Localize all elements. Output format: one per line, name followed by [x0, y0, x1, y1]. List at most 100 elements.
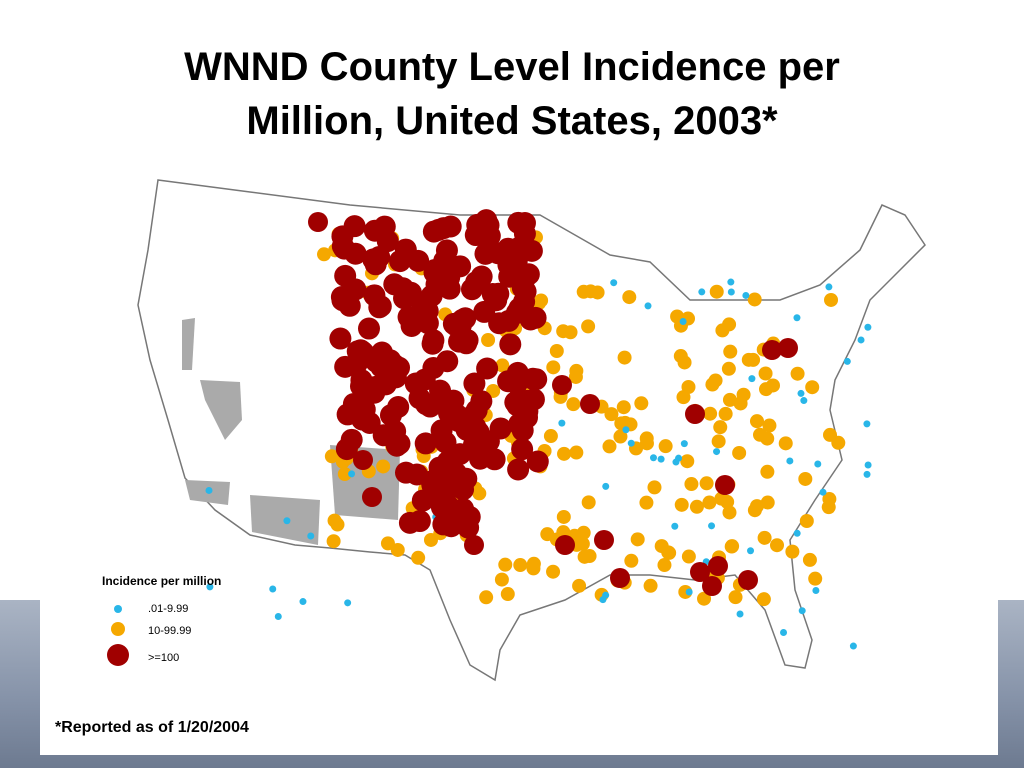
county-dot — [736, 610, 744, 618]
county-dot — [534, 293, 549, 308]
county-dot — [514, 280, 537, 303]
county-dot — [499, 333, 522, 356]
county-dot — [604, 407, 619, 422]
county-dot — [329, 327, 352, 350]
county-dot — [647, 480, 662, 495]
county-dot — [720, 494, 735, 509]
county-dot — [793, 529, 801, 537]
county-dot — [447, 410, 470, 433]
county-dot — [680, 440, 688, 448]
legend-label: >=100 — [148, 652, 179, 664]
county-dot — [430, 419, 453, 442]
county-dot — [715, 475, 735, 495]
county-dot — [728, 590, 743, 605]
county-dot — [389, 250, 412, 273]
county-dot — [348, 470, 356, 478]
county-dot — [464, 535, 484, 555]
county-dot — [390, 542, 405, 557]
county-dot — [569, 445, 584, 460]
county-dot — [481, 333, 496, 348]
county-dot — [657, 558, 672, 573]
county-dot — [400, 314, 423, 337]
county-dot — [407, 249, 430, 272]
county-dot — [336, 403, 359, 426]
county-dot — [727, 278, 735, 286]
county-dot — [363, 219, 386, 242]
county-dot — [756, 592, 771, 607]
county-dot — [685, 588, 693, 596]
gray-area — [182, 318, 195, 370]
county-dot — [681, 549, 696, 564]
county-dot — [326, 534, 341, 549]
county-dot — [657, 455, 665, 463]
county-dot — [738, 570, 758, 590]
county-dot — [558, 419, 566, 427]
county-dot — [644, 302, 652, 310]
county-dot — [812, 587, 820, 595]
county-dot — [395, 461, 418, 484]
county-dot — [388, 432, 411, 455]
county-dot — [602, 482, 610, 490]
county-dot — [721, 361, 736, 376]
county-dot — [411, 550, 426, 565]
county-dot — [513, 558, 528, 573]
county-dot — [759, 382, 774, 397]
county-dot — [420, 470, 443, 493]
county-dot — [727, 288, 735, 296]
county-dot — [206, 583, 214, 591]
gray-area — [200, 380, 242, 440]
county-dot — [602, 439, 617, 454]
county-dot — [708, 556, 728, 576]
county-dot — [466, 213, 489, 236]
county-dot — [757, 530, 772, 545]
county-dot — [649, 454, 657, 462]
county-dot — [344, 599, 352, 607]
county-dot — [718, 406, 733, 421]
county-dot — [680, 454, 695, 469]
county-dot — [749, 414, 764, 429]
county-dot — [422, 220, 445, 243]
county-dot — [685, 404, 705, 424]
county-dot — [549, 344, 564, 359]
county-dot — [857, 336, 865, 344]
county-dot — [780, 628, 788, 636]
county-dot — [746, 352, 761, 367]
county-dot — [583, 284, 598, 299]
county-dot — [697, 591, 712, 606]
county-dot — [555, 535, 575, 555]
county-dot — [465, 399, 488, 422]
county-dot — [569, 363, 584, 378]
county-dot — [747, 292, 762, 307]
county-dot — [495, 358, 510, 373]
legend-label: 10-99.99 — [148, 625, 191, 637]
county-dot — [715, 323, 730, 338]
county-dot — [723, 344, 738, 359]
county-dot — [732, 445, 747, 460]
county-dot — [673, 349, 688, 364]
county-dot — [508, 236, 531, 259]
county-dot — [602, 591, 610, 599]
county-dot — [308, 212, 328, 232]
legend-swatch — [107, 644, 129, 666]
county-dot — [507, 211, 530, 234]
county-dot — [333, 237, 356, 260]
county-dot — [749, 499, 764, 514]
county-dot — [681, 379, 696, 394]
county-dot — [831, 435, 846, 450]
county-dot — [639, 436, 654, 451]
county-dot — [713, 420, 728, 435]
county-dot — [440, 515, 463, 538]
county-dot — [497, 370, 520, 393]
county-dot — [479, 590, 494, 605]
county-dot — [778, 436, 793, 451]
county-dot — [581, 319, 596, 334]
county-dot — [671, 522, 679, 530]
county-dot — [566, 397, 581, 412]
county-dot — [581, 495, 596, 510]
county-dot — [362, 487, 382, 507]
county-dot — [824, 292, 839, 307]
county-dot — [337, 467, 352, 482]
county-dot — [658, 439, 673, 454]
county-dot — [770, 538, 785, 553]
